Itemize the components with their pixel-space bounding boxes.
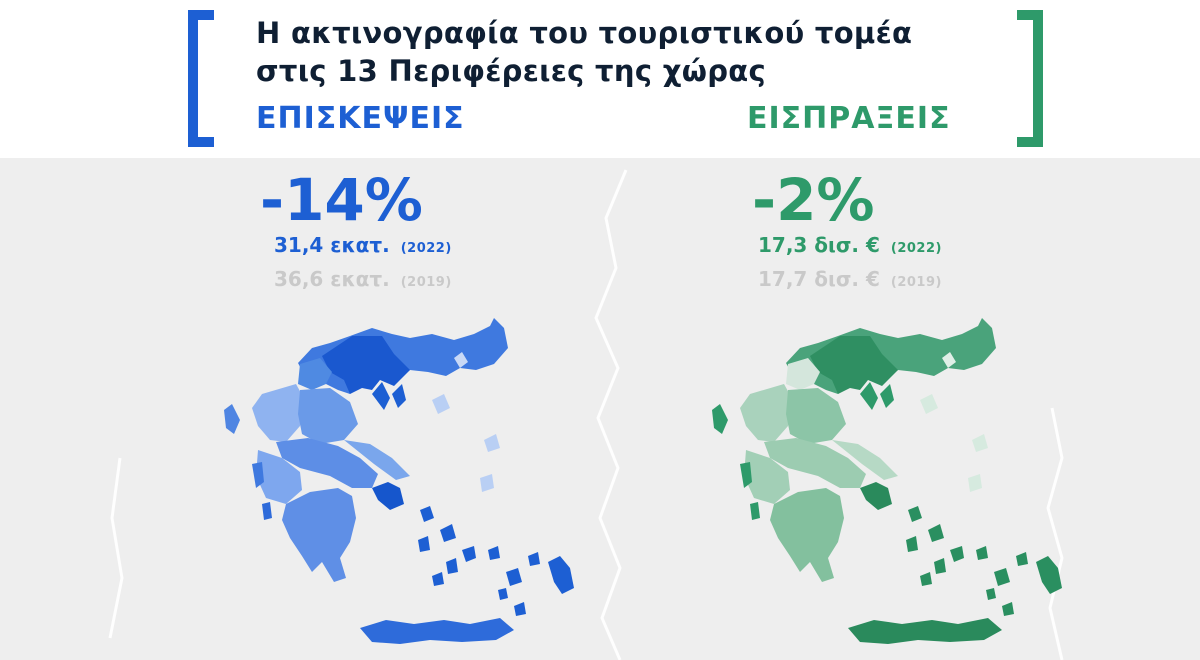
visits-previous: 36,6 εκατ. (2019) — [274, 264, 452, 298]
visits-previous-value: 36,6 εκατ. — [274, 267, 390, 291]
region-central-greece — [276, 438, 378, 488]
region-thessaly — [298, 388, 358, 444]
visits-current: 31,4 εκατ. (2022) — [274, 230, 452, 264]
region-central-macedonia — [322, 336, 410, 394]
north-aegean-lesvos — [484, 434, 500, 452]
receipts-current: 17,3 δισ. € (2022) — [758, 230, 942, 264]
receipts-change: -2% — [752, 166, 875, 234]
greece-regions-map-blue — [224, 318, 574, 644]
region-thessaly — [786, 388, 846, 444]
region-western-greece — [256, 450, 302, 504]
athos-peninsula — [392, 384, 406, 408]
ionian-zakynthos — [262, 502, 272, 520]
region-ionian-corfu — [224, 404, 240, 434]
region-peloponnese — [770, 488, 844, 582]
thasos-island — [454, 352, 468, 368]
page-title: Η ακτινογραφία του τουριστικού τομέα στι… — [256, 14, 1016, 90]
region-attica — [860, 482, 892, 510]
greece-regions-map-green — [712, 318, 1062, 644]
thasos-island — [942, 352, 956, 368]
receipts-previous-value: 17,7 δισ. € — [758, 267, 880, 291]
receipts-current-year: (2022) — [890, 241, 942, 256]
region-crete — [848, 618, 1002, 644]
center-zigzag-divider — [594, 169, 628, 660]
region-epirus — [252, 384, 306, 442]
chalkidiki-peninsula — [372, 382, 390, 410]
evia-island — [344, 440, 410, 480]
maps-graphic — [108, 169, 1064, 660]
north-aegean-lemnos — [432, 394, 450, 414]
receipts-current-value: 17,3 δισ. € — [758, 233, 880, 257]
receipts-section-label: ΕΙΣΠΡΑΞΕΙΣ — [747, 101, 951, 136]
north-aegean-lesvos — [972, 434, 988, 452]
region-crete — [360, 618, 514, 644]
left-edge-zigzag — [108, 457, 124, 639]
visits-change: -14% — [260, 166, 423, 234]
maps-area: -14% 31,4 εκατ. (2022) 36,6 εκατ. (2019)… — [0, 158, 1200, 660]
left-bracket — [188, 10, 214, 147]
receipts-stats: -2% 17,3 δισ. € (2022) 17,7 δισ. € (2019… — [752, 170, 942, 298]
region-central-greece — [764, 438, 866, 488]
ionian-zakynthos — [750, 502, 760, 520]
north-aegean-chios — [968, 474, 982, 492]
right-edge-zigzag — [1046, 407, 1064, 660]
region-ionian-corfu — [712, 404, 728, 434]
region-attica — [372, 482, 404, 510]
visits-current-year: (2022) — [400, 241, 452, 256]
ionian-kefalonia — [252, 462, 264, 488]
visits-previous-year: (2019) — [400, 275, 452, 290]
title-line-2: στις 13 Περιφέρειες της χώρας — [256, 54, 766, 88]
athos-peninsula — [880, 384, 894, 408]
divider-lines — [108, 169, 1064, 660]
region-epirus — [740, 384, 794, 442]
right-bracket — [1017, 10, 1043, 147]
south-aegean-islands — [906, 506, 1062, 616]
visits-section-label: ΕΠΙΣΚΕΨΕΙΣ — [256, 101, 465, 136]
region-western-greece — [744, 450, 790, 504]
south-aegean-islands — [418, 506, 574, 616]
header: Η ακτινογραφία του τουριστικού τομέα στι… — [0, 0, 1200, 158]
ionian-kefalonia — [740, 462, 752, 488]
region-western-macedonia — [786, 358, 820, 390]
north-aegean-chios — [480, 474, 494, 492]
region-western-macedonia — [298, 358, 332, 390]
title-line-1: Η ακτινογραφία του τουριστικού τομέα — [256, 16, 913, 50]
north-aegean-lemnos — [920, 394, 938, 414]
chalkidiki-peninsula — [860, 382, 878, 410]
receipts-previous: 17,7 δισ. € (2019) — [758, 264, 942, 298]
region-central-macedonia — [810, 336, 898, 394]
evia-island — [832, 440, 898, 480]
receipts-previous-year: (2019) — [890, 275, 942, 290]
region-peloponnese — [282, 488, 356, 582]
visits-current-value: 31,4 εκατ. — [274, 233, 390, 257]
visits-stats: -14% 31,4 εκατ. (2022) 36,6 εκατ. (2019) — [260, 170, 452, 298]
